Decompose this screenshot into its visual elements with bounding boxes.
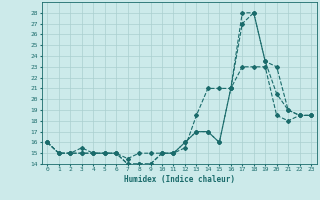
X-axis label: Humidex (Indice chaleur): Humidex (Indice chaleur) [124, 175, 235, 184]
